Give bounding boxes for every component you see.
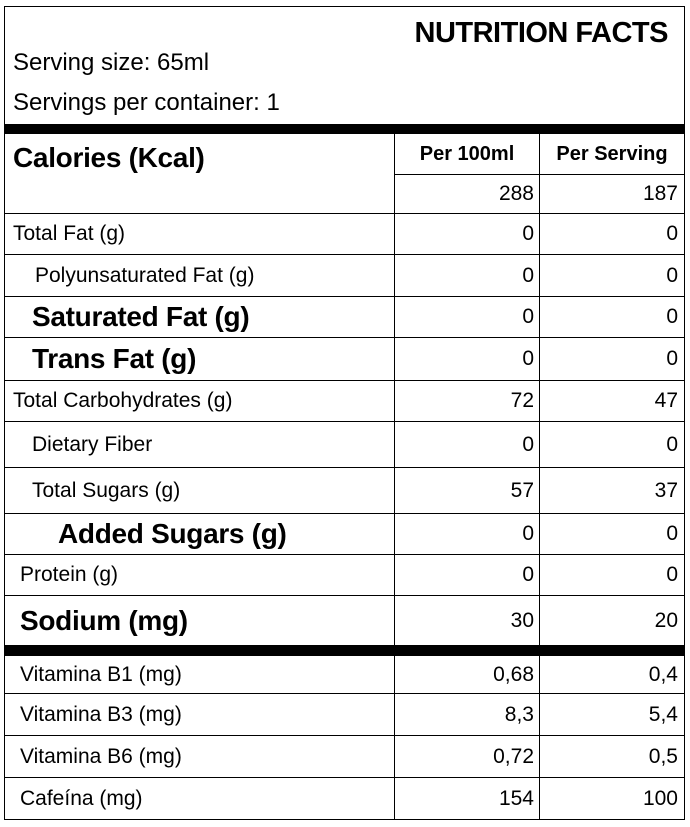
nutrient-row-dietary-fiber: Dietary Fiber 0 0 xyxy=(5,422,684,468)
nutrient-label: Added Sugars (g) xyxy=(58,518,287,549)
calories-per-100ml: 288 xyxy=(498,182,534,205)
value-per-100ml: 0 xyxy=(394,214,540,254)
nutrient-row-cafe-na-mg: Cafeína (mg) 154 100 xyxy=(5,778,684,819)
thick-divider xyxy=(5,646,684,656)
nutrient-row-vitamina-b1-mg: Vitamina B1 (mg) 0,68 0,4 xyxy=(5,656,684,694)
value-per-100ml: 0 xyxy=(394,338,540,380)
value-per-serving: 0 xyxy=(539,214,684,254)
value-per-serving: 5,4 xyxy=(539,694,684,735)
column-header-per-serving: Per Serving xyxy=(556,142,668,165)
value-per-serving: 0 xyxy=(539,422,684,467)
nutrient-row-total-carbohydrates-g: Total Carbohydrates (g) 72 47 xyxy=(5,381,684,422)
value-per-serving: 0 xyxy=(539,255,684,296)
nutrient-label: Cafeína (mg) xyxy=(20,786,143,810)
value-per-100ml: 0 xyxy=(394,297,540,337)
value-per-100ml: 0,68 xyxy=(394,656,540,693)
value-per-serving: 100 xyxy=(539,778,684,819)
nutrient-row-added-sugars-g: Added Sugars (g) 0 0 xyxy=(5,514,684,555)
nutrient-label: Total Carbohydrates (g) xyxy=(13,389,233,412)
nutrient-label: Sodium (mg) xyxy=(20,604,188,636)
nutrient-label: Vitamina B1 (mg) xyxy=(20,662,182,686)
value-per-serving: 0 xyxy=(539,555,684,595)
nutrient-label: Protein (g) xyxy=(20,563,119,586)
serving-size: Serving size: 65ml xyxy=(13,49,210,76)
value-per-100ml: 8,3 xyxy=(394,694,540,735)
value-per-100ml: 30 xyxy=(394,596,540,645)
value-per-100ml: 0 xyxy=(394,422,540,467)
value-per-serving: 0 xyxy=(539,338,684,380)
value-per-100ml: 72 xyxy=(394,381,540,421)
nutrient-label: Vitamina B3 (mg) xyxy=(20,702,182,726)
nutrient-row-trans-fat-g: Trans Fat (g) 0 0 xyxy=(5,338,684,381)
value-per-serving: 37 xyxy=(539,468,684,513)
value-per-serving: 47 xyxy=(539,381,684,421)
nutrient-row-saturated-fat-g: Saturated Fat (g) 0 0 xyxy=(5,297,684,338)
nutrient-row-total-fat-g: Total Fat (g) 0 0 xyxy=(5,214,684,255)
value-per-100ml: 0 xyxy=(394,555,540,595)
nutrient-row-sodium-mg: Sodium (mg) 30 20 xyxy=(5,596,684,646)
nutrient-row-polyunsaturated-fat-g: Polyunsaturated Fat (g) 0 0 xyxy=(5,255,684,297)
value-per-100ml: 0 xyxy=(394,255,540,296)
thick-divider xyxy=(5,124,684,134)
value-per-100ml: 0 xyxy=(394,514,540,554)
value-per-serving: 0 xyxy=(539,514,684,554)
nutrient-label: Polyunsaturated Fat (g) xyxy=(35,263,255,287)
label-title: NUTRITION FACTS xyxy=(414,17,669,49)
value-per-serving: 0 xyxy=(539,297,684,337)
nutrient-label: Total Fat (g) xyxy=(13,222,126,245)
servings-per-container: Servings per container: 1 xyxy=(13,89,280,116)
nutrition-facts-label: NUTRITION FACTS Serving size: 65ml Servi… xyxy=(4,6,685,820)
value-per-100ml: 0,72 xyxy=(394,736,540,777)
nutrient-label: Trans Fat (g) xyxy=(32,343,197,374)
nutrient-row-protein-g: Protein (g) 0 0 xyxy=(5,555,684,596)
value-per-serving: 20 xyxy=(539,596,684,645)
calories-per-serving: 187 xyxy=(642,182,678,205)
nutrient-label: Saturated Fat (g) xyxy=(32,301,250,332)
nutrient-row-vitamina-b6-mg: Vitamina B6 (mg) 0,72 0,5 xyxy=(5,736,684,778)
nutrient-label: Dietary Fiber xyxy=(32,432,153,456)
nutrient-label: Vitamina B6 (mg) xyxy=(20,744,182,768)
nutrient-row-vitamina-b3-mg: Vitamina B3 (mg) 8,3 5,4 xyxy=(5,694,684,736)
calories-label: Calories (Kcal) xyxy=(13,142,205,173)
value-per-100ml: 57 xyxy=(394,468,540,513)
value-per-serving: 0,5 xyxy=(539,736,684,777)
calories-row: Calories (Kcal) Per 100ml Per Serving 28… xyxy=(5,134,684,214)
value-per-100ml: 154 xyxy=(394,778,540,819)
nutrient-label: Total Sugars (g) xyxy=(32,478,181,502)
nutrient-row-total-sugars-g: Total Sugars (g) 57 37 xyxy=(5,468,684,514)
column-header-per-100ml: Per 100ml xyxy=(419,142,515,165)
value-per-serving: 0,4 xyxy=(539,656,684,693)
